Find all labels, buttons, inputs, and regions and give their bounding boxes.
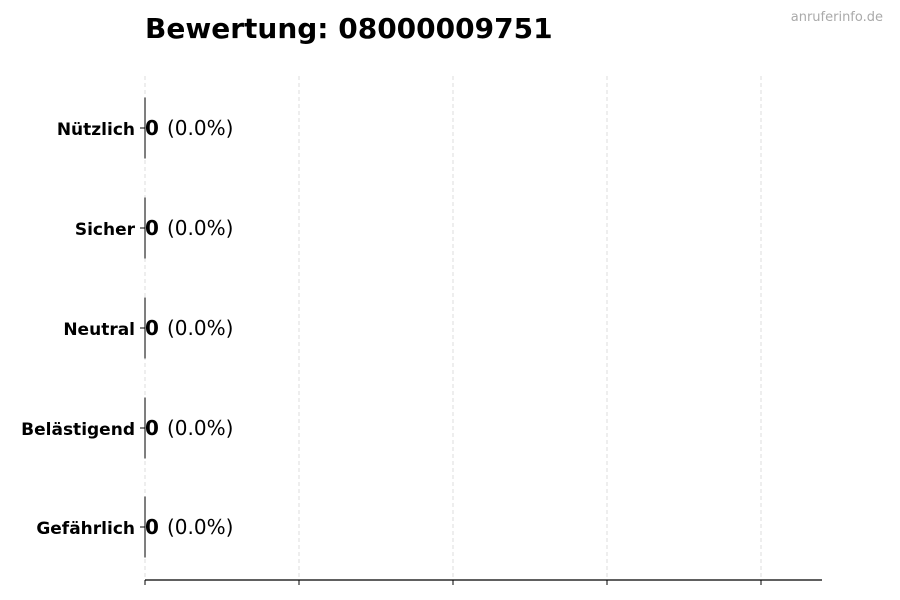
category-label: Neutral xyxy=(63,320,135,340)
percent-label: (0.0%) xyxy=(167,116,233,140)
value-label: 0 xyxy=(145,216,159,240)
percent-label: (0.0%) xyxy=(167,416,233,440)
value-label: 0 xyxy=(145,416,159,440)
percent-label: (0.0%) xyxy=(167,515,233,539)
watermark: anruferinfo.de xyxy=(790,10,883,25)
category-label: Nützlich xyxy=(57,120,135,140)
percent-label: (0.0%) xyxy=(167,316,233,340)
category-label: Sicher xyxy=(75,220,136,240)
value-label: 0 xyxy=(145,316,159,340)
value-label: 0 xyxy=(145,116,159,140)
value-label: 0 xyxy=(145,515,159,539)
category-label: Belästigend xyxy=(21,420,135,440)
chart-title: Bewertung: 08000009751 xyxy=(145,12,553,45)
percent-label: (0.0%) xyxy=(167,216,233,240)
category-label: Gefährlich xyxy=(36,519,135,539)
